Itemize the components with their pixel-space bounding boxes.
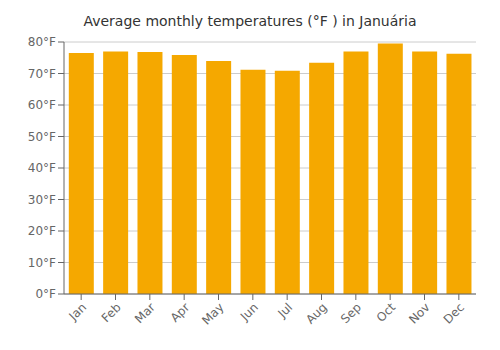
svg-text:May: May [199, 300, 226, 327]
svg-text:20°F: 20°F [28, 224, 56, 238]
svg-text:Oct: Oct [374, 300, 399, 325]
svg-text:Jan: Jan [66, 300, 90, 324]
svg-text:30°F: 30°F [28, 193, 56, 207]
svg-text:Mar: Mar [132, 300, 158, 326]
svg-text:Sep: Sep [338, 300, 364, 326]
svg-text:Aug: Aug [303, 300, 329, 326]
svg-text:Jul: Jul [274, 300, 295, 321]
svg-text:60°F: 60°F [28, 98, 56, 112]
svg-text:Jun: Jun [237, 300, 261, 324]
svg-text:40°F: 40°F [28, 161, 56, 175]
svg-text:70°F: 70°F [28, 67, 56, 81]
svg-text:80°F: 80°F [28, 35, 56, 49]
html-text:Average monthly temperatures (: Average monthly temperatures (°F ) in Ja… [83, 13, 417, 29]
svg-text:0°F: 0°F [35, 287, 56, 301]
svg-text:Dec: Dec [441, 300, 467, 326]
svg-text:Apr: Apr [168, 300, 193, 325]
svg-text:Nov: Nov [406, 300, 432, 326]
svg-text:Feb: Feb [99, 300, 124, 325]
svg-text:50°F: 50°F [28, 130, 56, 144]
svg-text:10°F: 10°F [28, 256, 56, 270]
